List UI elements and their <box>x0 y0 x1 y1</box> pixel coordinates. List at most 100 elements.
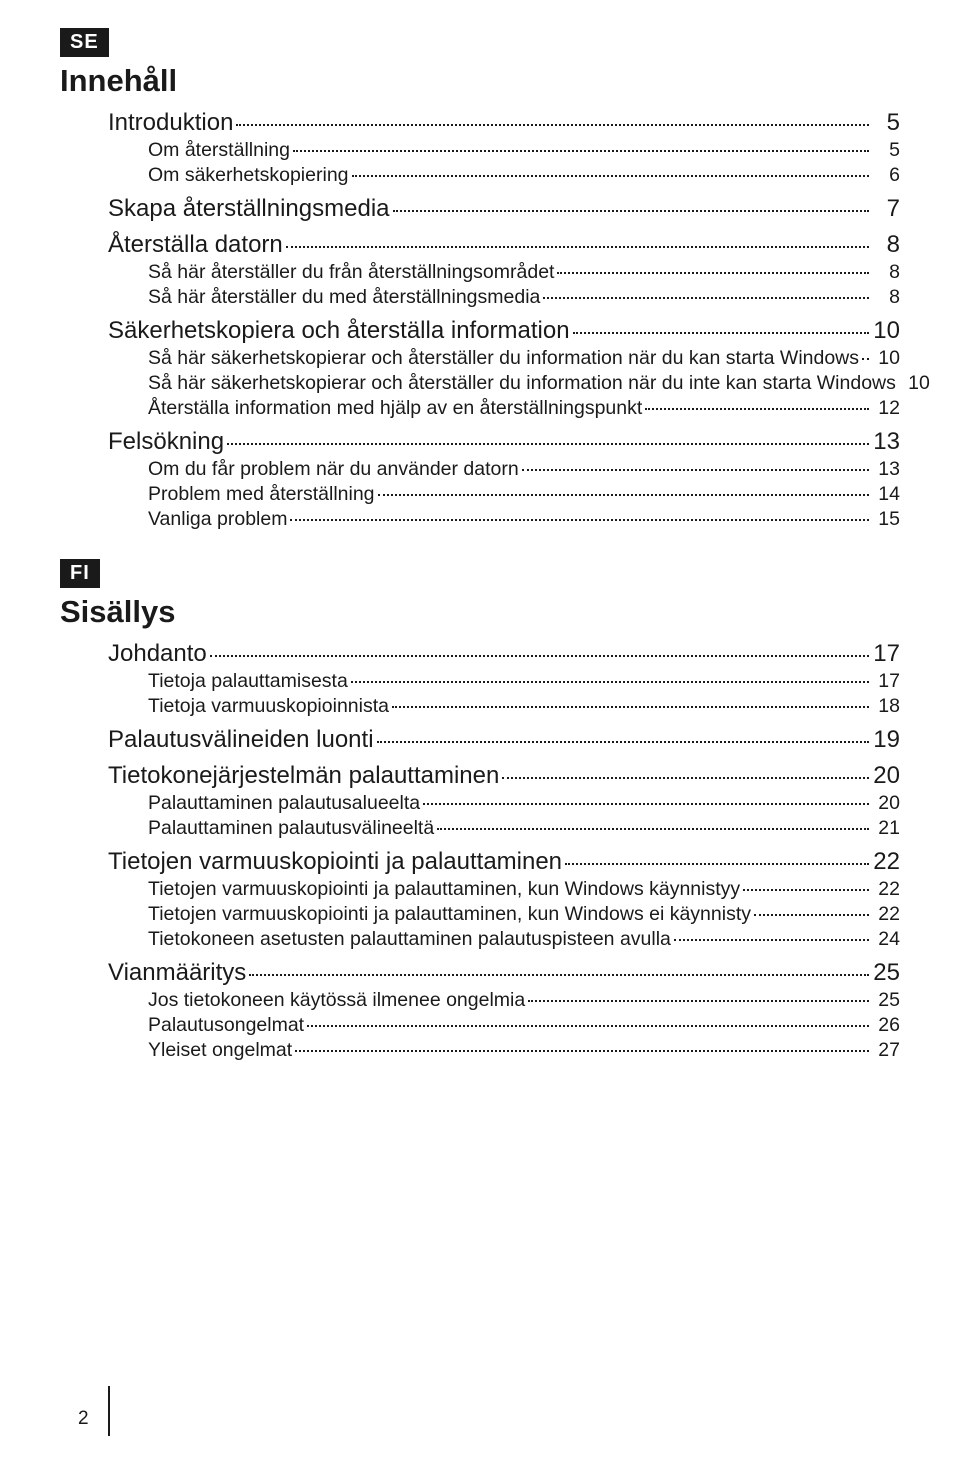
toc-page: 22 <box>872 848 900 876</box>
toc-row: Om du får problem när du använder datorn… <box>60 458 900 481</box>
toc-label: Om återställning <box>148 139 290 162</box>
toc-label: Introduktion <box>108 109 233 137</box>
toc-leader <box>645 408 869 410</box>
toc-row: Skapa återställningsmedia 7 <box>60 195 900 223</box>
toc-label: Vianmääritys <box>108 959 246 987</box>
toc-leader <box>743 889 869 891</box>
toc-page: 14 <box>872 483 900 506</box>
toc-page: 21 <box>872 817 900 840</box>
toc-leader <box>236 124 869 126</box>
toc-row: Tietojen varmuuskopiointi ja palauttamin… <box>60 878 900 901</box>
toc-page: 10 <box>872 347 900 370</box>
toc-label: Yleiset ongelmat <box>148 1039 292 1062</box>
toc-label: Vanliga problem <box>148 508 287 531</box>
toc-row: Återställa datorn 8 <box>60 231 900 259</box>
toc-row: Så här återställer du med återställnings… <box>60 286 900 309</box>
toc-label: Tietoja palauttamisesta <box>148 670 348 693</box>
toc-list-se: Introduktion5Om återställning5Om säkerhe… <box>60 109 900 531</box>
toc-leader <box>528 1000 869 1002</box>
toc-label: Jos tietokoneen käytössä ilmenee ongelmi… <box>148 989 525 1012</box>
toc-row: Palauttaminen palautusvälineeltä 21 <box>60 817 900 840</box>
toc-label: Palautusongelmat <box>148 1014 304 1037</box>
toc-row: Så här återställer du från återställning… <box>60 261 900 284</box>
toc-label: Om säkerhetskopiering <box>148 164 349 187</box>
se-section: SE Innehåll Introduktion5Om återställnin… <box>60 28 900 531</box>
page: { "colors": { "badge_bg": "#1a1a1a", "ba… <box>60 28 900 1448</box>
toc-row: Om återställning5 <box>60 139 900 162</box>
toc-label: Palauttaminen palautusalueelta <box>148 792 420 815</box>
toc-label: Så här återställer du från återställning… <box>148 261 554 284</box>
toc-page: 26 <box>872 1014 900 1037</box>
toc-row: Så här säkerhetskopierar och återställer… <box>60 347 900 370</box>
toc-label: Tietojen varmuuskopiointi ja palauttamin… <box>148 878 740 901</box>
lang-badge-fi: FI <box>60 559 100 588</box>
section-title-fi: Sisällys <box>60 594 900 630</box>
toc-leader <box>307 1025 869 1027</box>
toc-label: Skapa återställningsmedia <box>108 195 390 223</box>
toc-leader <box>502 777 869 779</box>
toc-label: Tietojen varmuuskopiointi ja palauttamin… <box>108 848 562 876</box>
toc-leader <box>393 210 870 212</box>
toc-row: Palautusvälineiden luonti19 <box>60 726 900 754</box>
toc-row: Om säkerhetskopiering 6 <box>60 164 900 187</box>
toc-label: Återställa datorn <box>108 231 283 259</box>
toc-row: Tietoja palauttamisesta17 <box>60 670 900 693</box>
toc-leader <box>522 469 869 471</box>
toc-row: Återställa information med hjälp av en å… <box>60 397 900 420</box>
toc-label: Tietoja varmuuskopioinnista <box>148 695 389 718</box>
toc-page: 24 <box>872 928 900 951</box>
toc-leader <box>674 939 869 941</box>
toc-label: Felsökning <box>108 428 224 456</box>
toc-page: 22 <box>872 878 900 901</box>
fi-section: FI Sisällys Johdanto17Tietoja palauttami… <box>60 559 900 1062</box>
toc-leader <box>210 655 869 657</box>
toc-row: Introduktion5 <box>60 109 900 137</box>
toc-page: 8 <box>872 286 900 309</box>
toc-leader <box>378 494 869 496</box>
toc-row: Vanliga problem15 <box>60 508 900 531</box>
toc-label: Så här säkerhetskopierar och återställer… <box>148 347 859 370</box>
toc-leader <box>543 297 869 299</box>
toc-label: Problem med återställning <box>148 483 375 506</box>
toc-leader <box>862 358 869 360</box>
toc-label: Om du får problem när du använder datorn <box>148 458 519 481</box>
toc-leader <box>754 914 869 916</box>
toc-leader <box>351 681 869 683</box>
toc-page: 12 <box>872 397 900 420</box>
toc-page: 20 <box>872 762 900 790</box>
toc-leader <box>573 332 869 334</box>
binding-mark <box>108 1386 110 1436</box>
toc-row: Vianmääritys 25 <box>60 959 900 987</box>
toc-leader <box>295 1050 869 1052</box>
toc-row: Så här säkerhetskopierar och återställer… <box>60 372 900 395</box>
toc-leader <box>392 706 869 708</box>
toc-page: 7 <box>872 195 900 223</box>
toc-label: Tietojen varmuuskopiointi ja palauttamin… <box>148 903 751 926</box>
toc-leader <box>557 272 869 274</box>
toc-leader <box>290 519 869 521</box>
toc-label: Säkerhetskopiera och återställa informat… <box>108 317 570 345</box>
toc-leader <box>227 443 869 445</box>
toc-leader <box>423 803 869 805</box>
toc-page: 17 <box>872 640 900 668</box>
toc-leader <box>377 741 869 743</box>
toc-page: 13 <box>872 428 900 456</box>
page-number: 2 <box>78 1408 89 1430</box>
toc-page: 6 <box>872 164 900 187</box>
toc-page: 25 <box>872 959 900 987</box>
toc-page: 20 <box>872 792 900 815</box>
toc-page: 8 <box>872 231 900 259</box>
toc-page: 10 <box>872 317 900 345</box>
toc-label: Så här återställer du med återställnings… <box>148 286 540 309</box>
toc-list-fi: Johdanto17Tietoja palauttamisesta17Tieto… <box>60 640 900 1062</box>
toc-label: Tietokonejärjestelmän palauttaminen <box>108 762 499 790</box>
lang-badge-se: SE <box>60 28 109 57</box>
toc-row: Säkerhetskopiera och återställa informat… <box>60 317 900 345</box>
toc-leader <box>565 863 869 865</box>
toc-row: Problem med återställning 14 <box>60 483 900 506</box>
toc-label: Palauttaminen palautusvälineeltä <box>148 817 434 840</box>
toc-row: Tietojen varmuuskopiointi ja palauttamin… <box>60 848 900 876</box>
toc-page: 10 <box>902 372 930 395</box>
toc-row: Tietojen varmuuskopiointi ja palauttamin… <box>60 903 900 926</box>
toc-row: Felsökning 13 <box>60 428 900 456</box>
